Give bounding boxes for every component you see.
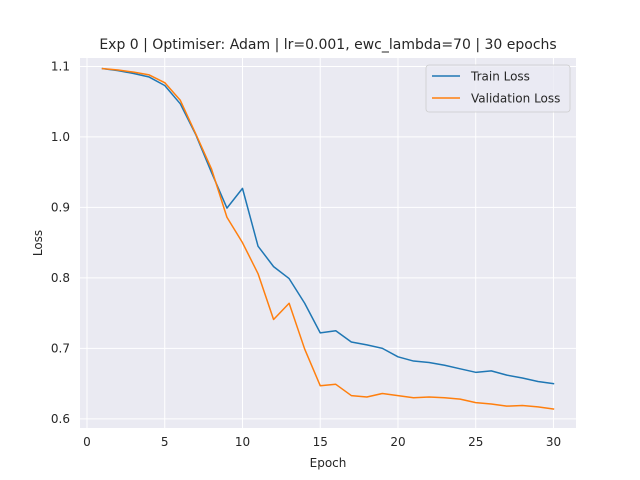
series-line-validation (101, 67, 555, 410)
x-tick-label: 15 (313, 435, 328, 449)
legend-label-validation: Validation Loss (471, 92, 560, 106)
x-tick-label: 20 (390, 435, 405, 449)
chart-title: Exp 0 | Optimiser: Adam | lr=0.001, ewc_… (99, 37, 556, 53)
y-tick-label: 0.6 (51, 412, 70, 426)
x-tick-label: 25 (468, 435, 483, 449)
plot-area (80, 58, 576, 428)
series-lines (101, 67, 555, 410)
y-tick-label: 0.9 (51, 200, 70, 214)
y-tick-label: 1.0 (51, 130, 70, 144)
x-tick-label: 5 (161, 435, 169, 449)
x-tick-label: 10 (235, 435, 250, 449)
legend-label-train: Train Loss (470, 70, 530, 84)
x-tick-labels: 0 5 10 15 20 25 30 (83, 435, 561, 449)
y-axis-label: Loss (31, 230, 45, 256)
legend: Train Loss Validation Loss (425, 64, 571, 113)
legend-box (425, 64, 571, 113)
y-tick-label: 1.1 (51, 59, 70, 73)
x-tick-label: 0 (83, 435, 91, 449)
y-tick-labels: 0.6 0.7 0.8 0.9 1.0 1.1 (51, 59, 70, 425)
y-tick-label: 0.8 (51, 271, 70, 285)
x-tick-label: 30 (546, 435, 561, 449)
x-axis-label: Epoch (310, 456, 347, 470)
series-line-train (101, 67, 555, 385)
y-tick-label: 0.7 (51, 341, 70, 355)
